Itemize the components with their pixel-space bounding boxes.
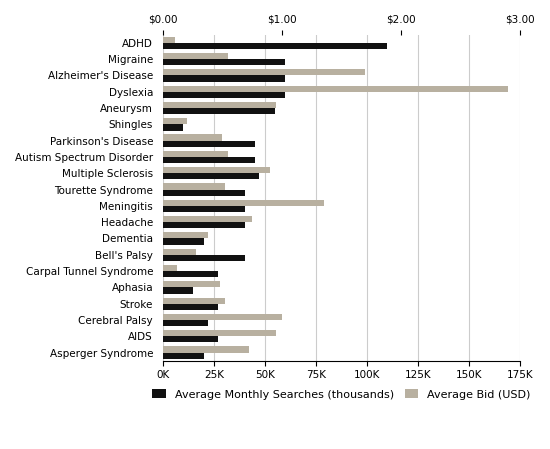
Bar (163, 59, 285, 66)
Bar (163, 255, 245, 261)
Legend: Average Monthly Searches (thousands), Average Bid (USD): Average Monthly Searches (thousands), Av… (148, 385, 535, 404)
Bar (163, 141, 255, 147)
Bar (163, 232, 208, 238)
Bar (163, 69, 365, 75)
Bar (163, 281, 220, 287)
Bar (163, 135, 222, 141)
Bar (163, 183, 225, 189)
Bar (163, 43, 387, 49)
Bar (163, 189, 245, 196)
Bar (163, 238, 204, 245)
Bar (163, 86, 508, 92)
Bar (163, 118, 186, 124)
Bar (163, 271, 218, 277)
Bar (163, 298, 225, 304)
Bar (163, 320, 208, 326)
Bar (163, 173, 259, 180)
Bar (163, 330, 276, 336)
Bar (163, 206, 245, 212)
Bar (163, 124, 183, 131)
Bar (163, 108, 275, 114)
Bar (163, 287, 194, 294)
Bar (163, 265, 177, 271)
Bar (163, 249, 196, 255)
Bar (163, 53, 228, 59)
Bar (163, 102, 276, 108)
Bar (163, 167, 270, 173)
Bar (163, 314, 282, 320)
Bar (163, 336, 218, 343)
Bar (163, 200, 323, 206)
Bar (163, 216, 252, 222)
Bar (163, 157, 255, 163)
Bar (163, 352, 204, 359)
Bar (163, 75, 285, 82)
Bar (163, 151, 228, 157)
Bar (163, 347, 249, 352)
Bar (163, 37, 175, 43)
Bar (163, 92, 285, 98)
Bar (163, 222, 245, 229)
Bar (163, 304, 218, 310)
